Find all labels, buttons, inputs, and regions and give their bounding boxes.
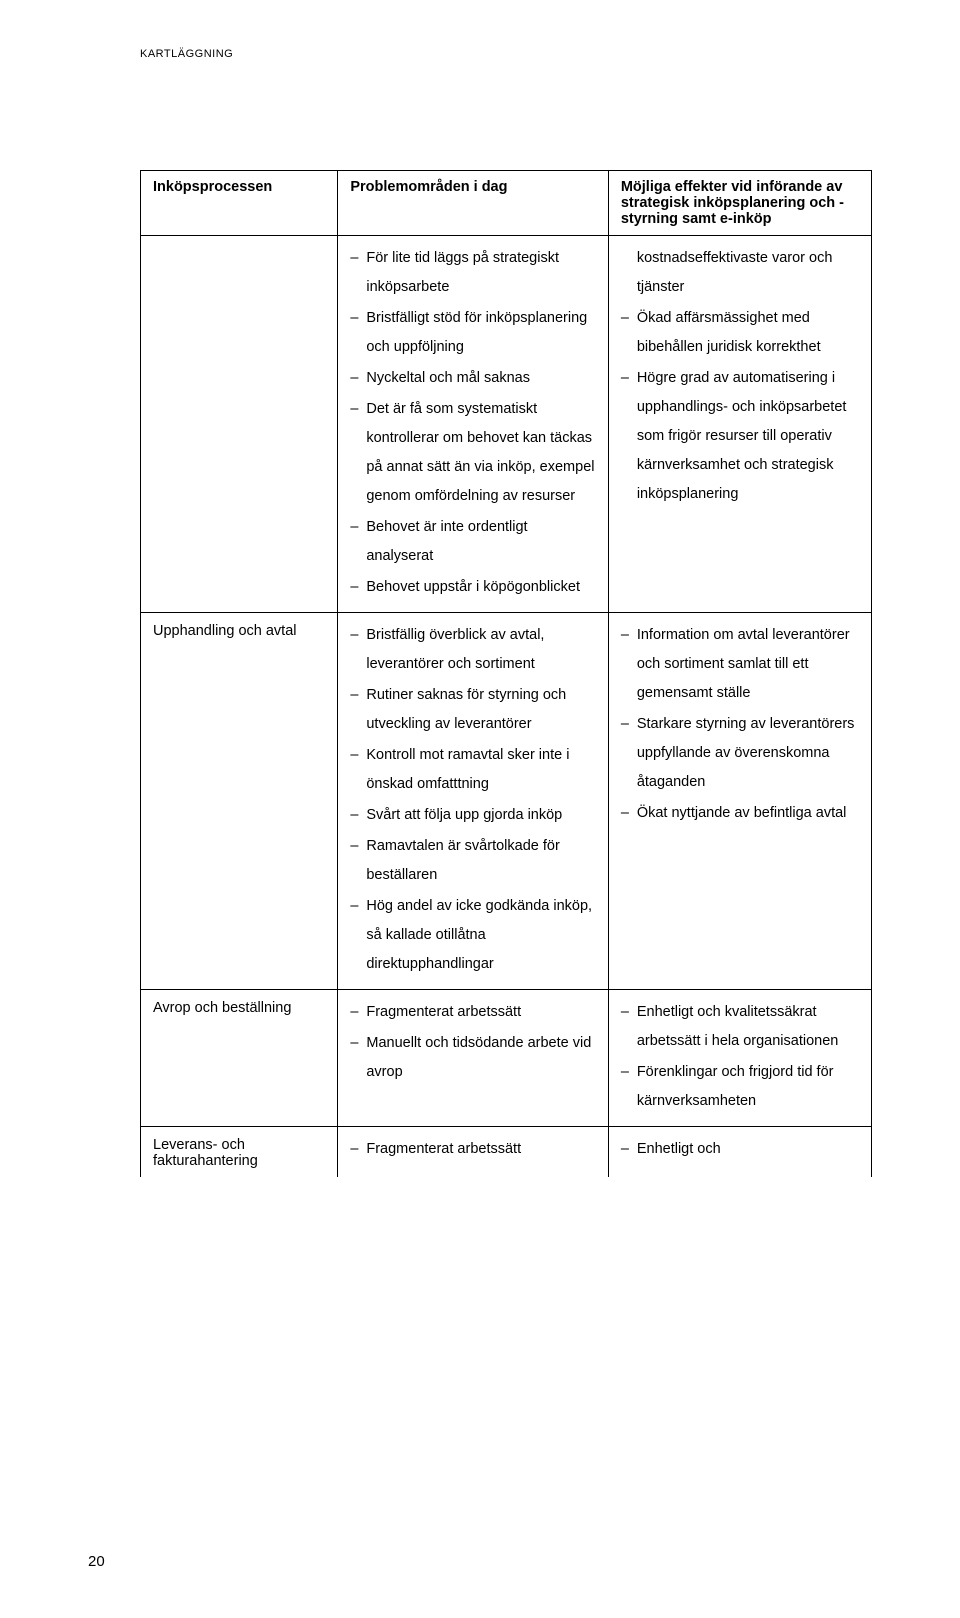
effects-list: Information om avtal leverantörer och so… [621,621,859,828]
list-item: Kontroll mot ramavtal sker inte i önskad… [350,741,595,799]
row-label-cell: Leverans- och fakturahantering [141,1127,338,1178]
table-row: Avrop och beställning Fragmenterat arbets… [141,990,872,1127]
list-item-continuation: kostnadseffektivaste varor och tjänster [621,244,859,302]
table-row: För lite tid läggs på strategiskt inköps… [141,236,872,613]
problems-cell: Fragmenterat arbetssättManuellt och tids… [338,990,608,1127]
table-header-col2: Problemområden i dag [338,171,608,236]
list-item: Ökad affärsmässighet med bibehållen juri… [621,304,859,362]
problems-list: Fragmenterat arbetssättManuellt och tids… [350,998,595,1087]
row-label-cell: Upphandling och avtal [141,613,338,990]
table-row: Upphandling och avtal Bristfällig överbli… [141,613,872,990]
page-number: 20 [88,1553,105,1570]
list-item: Förenklingar och frigjord tid för kärnve… [621,1058,859,1116]
row-label: Leverans- och fakturahantering [153,1137,258,1169]
list-item: Behovet är inte ordentligt analyserat [350,513,595,571]
list-item: Nyckeltal och mål saknas [350,364,595,393]
page-header: KARTLÄGGNING [140,48,872,60]
effects-cell: Information om avtal leverantörer och so… [608,613,871,990]
list-item: Svårt att följa upp gjorda inköp [350,801,595,830]
problems-cell: Bristfällig överblick av avtal, leverant… [338,613,608,990]
effects-list: kostnadseffektivaste varor och tjänsterÖ… [621,244,859,509]
list-item: Enhetligt och kvalitetssäkrat arbetssätt… [621,998,859,1056]
list-item: Fragmenterat arbetssätt [350,998,595,1027]
list-item: Behovet uppstår i köpögonblicket [350,573,595,602]
list-item: Enhetligt och [621,1135,859,1164]
problems-cell: För lite tid läggs på strategiskt inköps… [338,236,608,613]
effects-cell: Enhetligt och [608,1127,871,1178]
problems-list: För lite tid läggs på strategiskt inköps… [350,244,595,602]
row-label: Avrop och beställning [153,1000,291,1016]
effects-cell: Enhetligt och kvalitetssäkrat arbetssätt… [608,990,871,1127]
list-item: Bristfälligt stöd för inköpsplanering oc… [350,304,595,362]
table-header-col3: Möjliga effekter vid införande av strate… [608,171,871,236]
row-label-cell: Avrop och beställning [141,990,338,1127]
problems-list: Bristfällig överblick av avtal, leverant… [350,621,595,979]
effects-list: Enhetligt och kvalitetssäkrat arbetssätt… [621,998,859,1116]
main-table: Inköpsprocessen Problemområden i dag Möj… [140,170,872,1177]
table-body: För lite tid läggs på strategiskt inköps… [141,236,872,1178]
list-item: Bristfällig överblick av avtal, leverant… [350,621,595,679]
list-item: Information om avtal leverantörer och so… [621,621,859,708]
list-item: Rutiner saknas för styrning och utveckli… [350,681,595,739]
effects-cell: kostnadseffektivaste varor och tjänsterÖ… [608,236,871,613]
row-label: Upphandling och avtal [153,623,297,639]
effects-list: Enhetligt och [621,1135,859,1164]
list-item: Högre grad av automatisering i upphandli… [621,364,859,509]
list-item: Hög andel av icke godkända inköp, så kal… [350,892,595,979]
row-label-cell [141,236,338,613]
list-item: Ramavtalen är svårtolkade för beställare… [350,832,595,890]
list-item: För lite tid läggs på strategiskt inköps… [350,244,595,302]
list-item: Ökat nyttjande av befintliga avtal [621,799,859,828]
list-item: Det är få som systematiskt kontrollerar … [350,395,595,511]
table-row: Leverans- och fakturahantering Fragmenter… [141,1127,872,1178]
list-item: Manuellt och tidsödande arbete vid avrop [350,1029,595,1087]
table-header-col1: Inköpsprocessen [141,171,338,236]
list-item: Fragmenterat arbetssätt [350,1135,595,1164]
list-item: Starkare styrning av leverantörers uppfy… [621,710,859,797]
problems-cell: Fragmenterat arbetssätt [338,1127,608,1178]
problems-list: Fragmenterat arbetssätt [350,1135,595,1164]
